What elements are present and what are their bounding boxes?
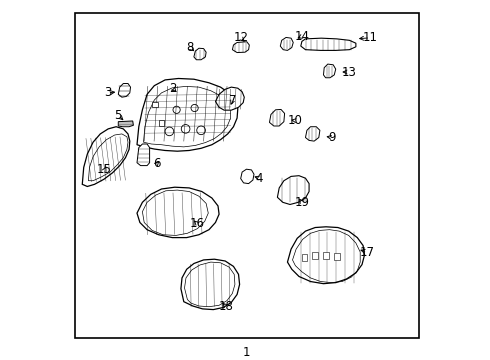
- Text: 1: 1: [243, 346, 250, 359]
- Bar: [152, 102, 158, 107]
- Text: 3: 3: [104, 86, 111, 99]
- Text: 2: 2: [169, 82, 177, 95]
- Polygon shape: [280, 37, 293, 50]
- Bar: [312, 252, 318, 259]
- Polygon shape: [216, 87, 245, 110]
- Polygon shape: [82, 127, 130, 186]
- Text: 14: 14: [295, 30, 310, 42]
- Text: 12: 12: [233, 31, 248, 44]
- Text: 4: 4: [256, 172, 263, 185]
- Polygon shape: [181, 259, 240, 310]
- Text: 17: 17: [360, 246, 375, 258]
- Text: 9: 9: [328, 131, 336, 144]
- Bar: [323, 252, 329, 259]
- Text: 19: 19: [294, 196, 309, 209]
- Text: 10: 10: [288, 114, 303, 127]
- Polygon shape: [118, 84, 130, 97]
- Polygon shape: [232, 42, 249, 53]
- Polygon shape: [241, 169, 254, 184]
- Bar: [334, 253, 340, 260]
- Text: 18: 18: [219, 300, 234, 313]
- Polygon shape: [194, 48, 206, 60]
- Text: 16: 16: [190, 217, 205, 230]
- Text: 5: 5: [115, 109, 122, 122]
- Bar: [301, 254, 307, 261]
- Polygon shape: [270, 109, 285, 126]
- Text: 15: 15: [97, 163, 112, 176]
- Polygon shape: [301, 38, 356, 50]
- Polygon shape: [323, 64, 336, 78]
- Text: 6: 6: [153, 157, 161, 170]
- Polygon shape: [305, 127, 320, 141]
- Polygon shape: [137, 187, 219, 238]
- Polygon shape: [288, 227, 365, 284]
- Text: 13: 13: [342, 66, 357, 78]
- Polygon shape: [137, 144, 149, 166]
- Bar: [159, 120, 164, 126]
- Polygon shape: [137, 78, 238, 151]
- Text: 11: 11: [363, 31, 378, 44]
- Text: 7: 7: [229, 94, 236, 107]
- Polygon shape: [277, 176, 309, 204]
- Polygon shape: [118, 121, 133, 127]
- Text: 8: 8: [187, 41, 194, 54]
